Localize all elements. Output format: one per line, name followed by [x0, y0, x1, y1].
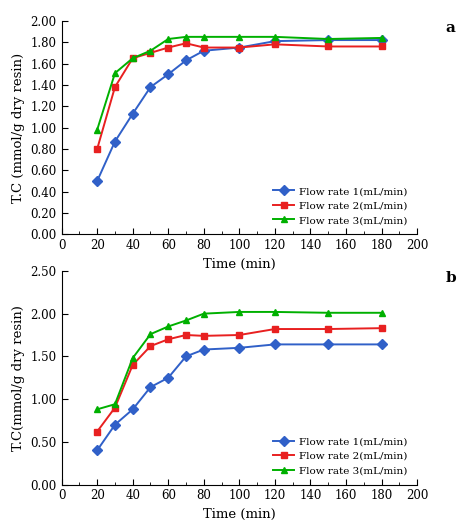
- Flow rate 1(mL/min): [272, 341, 278, 348]
- Flow rate 2(mL/min): [165, 336, 171, 342]
- Flow rate 2(mL/min): [379, 43, 384, 49]
- Flow rate 2(mL/min): [237, 332, 242, 338]
- Flow rate 3(mL/min): [148, 331, 154, 337]
- Flow rate 2(mL/min): [325, 43, 331, 49]
- Flow rate 3(mL/min): [183, 317, 189, 324]
- Flow rate 2(mL/min): [183, 40, 189, 46]
- Flow rate 1(mL/min): [94, 178, 100, 184]
- Y-axis label: T.C (mmol/g dry resin): T.C (mmol/g dry resin): [12, 53, 25, 203]
- Flow rate 3(mL/min): [130, 55, 136, 61]
- Legend: Flow rate 1(mL/min), Flow rate 2(mL/min), Flow rate 3(mL/min): Flow rate 1(mL/min), Flow rate 2(mL/min)…: [269, 433, 412, 479]
- X-axis label: Time (min): Time (min): [203, 258, 276, 271]
- Flow rate 2(mL/min): [237, 44, 242, 51]
- Flow rate 3(mL/min): [325, 36, 331, 42]
- Flow rate 2(mL/min): [165, 44, 171, 51]
- Line: Flow rate 2(mL/min): Flow rate 2(mL/min): [94, 40, 385, 153]
- Flow rate 3(mL/min): [201, 311, 207, 317]
- Flow rate 1(mL/min): [183, 57, 189, 64]
- Flow rate 2(mL/min): [130, 55, 136, 61]
- Flow rate 3(mL/min): [165, 324, 171, 330]
- Flow rate 1(mL/min): [379, 37, 384, 43]
- X-axis label: Time (min): Time (min): [203, 508, 276, 521]
- Flow rate 3(mL/min): [183, 34, 189, 40]
- Flow rate 1(mL/min): [237, 44, 242, 51]
- Flow rate 2(mL/min): [94, 428, 100, 435]
- Flow rate 3(mL/min): [237, 34, 242, 40]
- Flow rate 3(mL/min): [94, 127, 100, 133]
- Line: Flow rate 3(mL/min): Flow rate 3(mL/min): [94, 33, 385, 133]
- Flow rate 3(mL/min): [112, 401, 118, 407]
- Flow rate 2(mL/min): [148, 50, 154, 56]
- Line: Flow rate 1(mL/min): Flow rate 1(mL/min): [94, 341, 385, 454]
- Flow rate 1(mL/min): [112, 421, 118, 428]
- Flow rate 1(mL/min): [130, 406, 136, 413]
- Flow rate 1(mL/min): [325, 37, 331, 43]
- Flow rate 1(mL/min): [183, 353, 189, 359]
- Flow rate 1(mL/min): [94, 447, 100, 453]
- Flow rate 3(mL/min): [165, 36, 171, 42]
- Line: Flow rate 2(mL/min): Flow rate 2(mL/min): [94, 325, 385, 435]
- Flow rate 1(mL/min): [201, 346, 207, 353]
- Flow rate 1(mL/min): [325, 341, 331, 348]
- Flow rate 2(mL/min): [94, 146, 100, 152]
- Flow rate 2(mL/min): [272, 41, 278, 47]
- Legend: Flow rate 1(mL/min), Flow rate 2(mL/min), Flow rate 3(mL/min): Flow rate 1(mL/min), Flow rate 2(mL/min)…: [269, 183, 412, 229]
- Flow rate 1(mL/min): [165, 375, 171, 381]
- Flow rate 2(mL/min): [379, 325, 384, 331]
- Text: a: a: [446, 21, 456, 35]
- Flow rate 2(mL/min): [272, 326, 278, 332]
- Flow rate 3(mL/min): [325, 309, 331, 316]
- Flow rate 2(mL/min): [201, 333, 207, 339]
- Flow rate 1(mL/min): [379, 341, 384, 348]
- Flow rate 1(mL/min): [201, 47, 207, 54]
- Flow rate 1(mL/min): [112, 139, 118, 145]
- Flow rate 3(mL/min): [379, 309, 384, 316]
- Flow rate 2(mL/min): [201, 44, 207, 51]
- Line: Flow rate 3(mL/min): Flow rate 3(mL/min): [94, 308, 385, 413]
- Flow rate 3(mL/min): [112, 70, 118, 76]
- Flow rate 3(mL/min): [272, 34, 278, 40]
- Flow rate 1(mL/min): [272, 38, 278, 44]
- Flow rate 1(mL/min): [148, 84, 154, 90]
- Y-axis label: T.C(mmol/g dry resin): T.C(mmol/g dry resin): [12, 305, 25, 451]
- Flow rate 2(mL/min): [183, 332, 189, 338]
- Flow rate 1(mL/min): [148, 384, 154, 390]
- Flow rate 3(mL/min): [94, 406, 100, 413]
- Flow rate 3(mL/min): [237, 309, 242, 315]
- Flow rate 1(mL/min): [237, 345, 242, 351]
- Flow rate 3(mL/min): [148, 47, 154, 54]
- Flow rate 3(mL/min): [379, 35, 384, 41]
- Flow rate 2(mL/min): [130, 362, 136, 368]
- Flow rate 1(mL/min): [165, 71, 171, 78]
- Flow rate 2(mL/min): [112, 404, 118, 411]
- Flow rate 3(mL/min): [272, 309, 278, 315]
- Flow rate 2(mL/min): [148, 343, 154, 349]
- Text: b: b: [446, 271, 456, 285]
- Flow rate 2(mL/min): [112, 84, 118, 90]
- Flow rate 2(mL/min): [325, 326, 331, 332]
- Flow rate 3(mL/min): [130, 355, 136, 361]
- Line: Flow rate 1(mL/min): Flow rate 1(mL/min): [94, 36, 385, 184]
- Flow rate 1(mL/min): [130, 110, 136, 117]
- Flow rate 3(mL/min): [201, 34, 207, 40]
